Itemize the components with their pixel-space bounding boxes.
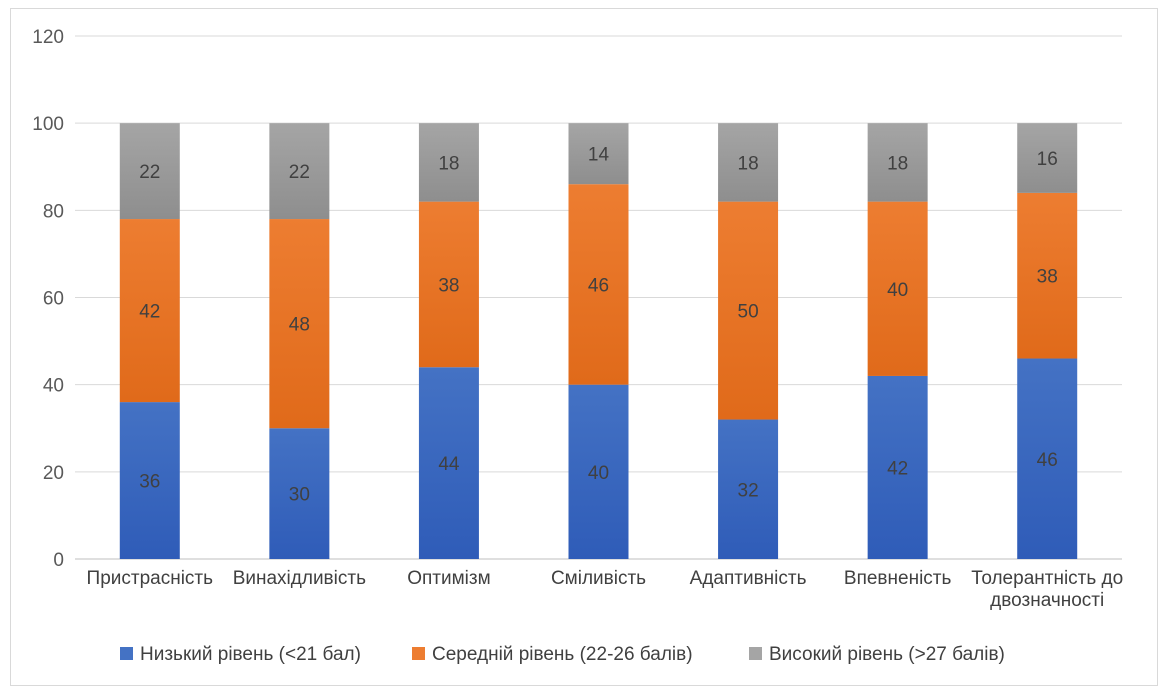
bar-segment xyxy=(568,123,629,185)
data-label: 46 xyxy=(1037,450,1058,471)
bar-segment xyxy=(119,402,180,559)
legend-swatch xyxy=(412,647,425,660)
x-category-label: двозначності xyxy=(990,590,1104,611)
y-tick-label: 0 xyxy=(53,550,64,571)
bar-segment xyxy=(119,123,180,220)
data-label: 18 xyxy=(438,153,459,174)
data-label: 30 xyxy=(289,485,310,506)
bar-segment xyxy=(1017,123,1078,193)
bar-segment xyxy=(119,219,180,403)
x-category-label: Толерантність до xyxy=(971,568,1123,589)
data-label: 42 xyxy=(887,458,908,479)
y-tick-label: 80 xyxy=(43,201,64,222)
bar-segment xyxy=(718,123,779,202)
data-label: 44 xyxy=(438,454,460,475)
x-category-label: Адаптивність xyxy=(690,568,807,589)
data-label: 22 xyxy=(289,162,310,183)
bar-segment xyxy=(718,201,779,420)
y-tick-label: 120 xyxy=(32,27,64,48)
data-label: 16 xyxy=(1037,149,1058,170)
bar-segment xyxy=(269,123,330,220)
bar-segment xyxy=(418,123,479,202)
data-label: 42 xyxy=(139,302,160,323)
data-label: 50 xyxy=(738,302,759,323)
legend-label: Середній рівень (22-26 балів) xyxy=(432,644,693,665)
x-category-label: Винахідливість xyxy=(233,568,366,589)
x-category-label: Оптимізм xyxy=(407,568,490,589)
data-label: 36 xyxy=(139,472,160,493)
legend-label: Низький рівень (<21 бал) xyxy=(140,644,361,665)
legend-label: Високий рівень (>27 балів) xyxy=(769,644,1005,665)
data-label: 40 xyxy=(887,280,908,301)
bar-segment xyxy=(269,428,330,559)
bar-segment xyxy=(418,367,479,559)
bar-segment xyxy=(418,201,479,368)
y-tick-label: 20 xyxy=(43,463,64,484)
data-label: 14 xyxy=(588,145,610,166)
bar-segment xyxy=(568,184,629,385)
bar-segment xyxy=(1017,192,1078,359)
bar-segment xyxy=(1017,358,1078,559)
x-category-label: Сміливість xyxy=(551,568,646,589)
data-label: 22 xyxy=(139,162,160,183)
data-label: 32 xyxy=(738,480,759,501)
bar-segment xyxy=(718,419,779,559)
legend-swatch xyxy=(120,647,133,660)
data-label: 46 xyxy=(588,275,609,296)
y-tick-label: 40 xyxy=(43,376,64,397)
x-category-label: Впевненість xyxy=(844,568,952,589)
data-label: 38 xyxy=(438,275,459,296)
bar-segment xyxy=(867,123,928,202)
data-label: 40 xyxy=(588,463,609,484)
data-label: 18 xyxy=(887,153,908,174)
data-label: 38 xyxy=(1037,267,1058,288)
legend-swatch xyxy=(749,647,762,660)
y-tick-label: 60 xyxy=(43,289,64,310)
x-category-label: Пристрасність xyxy=(87,568,214,589)
bar-segment xyxy=(568,384,629,559)
bar-segment xyxy=(867,201,928,376)
bar-segment xyxy=(867,375,928,559)
data-label: 48 xyxy=(289,315,310,336)
data-label: 18 xyxy=(738,153,759,174)
bar-segment xyxy=(269,219,330,429)
y-tick-label: 100 xyxy=(32,114,64,135)
